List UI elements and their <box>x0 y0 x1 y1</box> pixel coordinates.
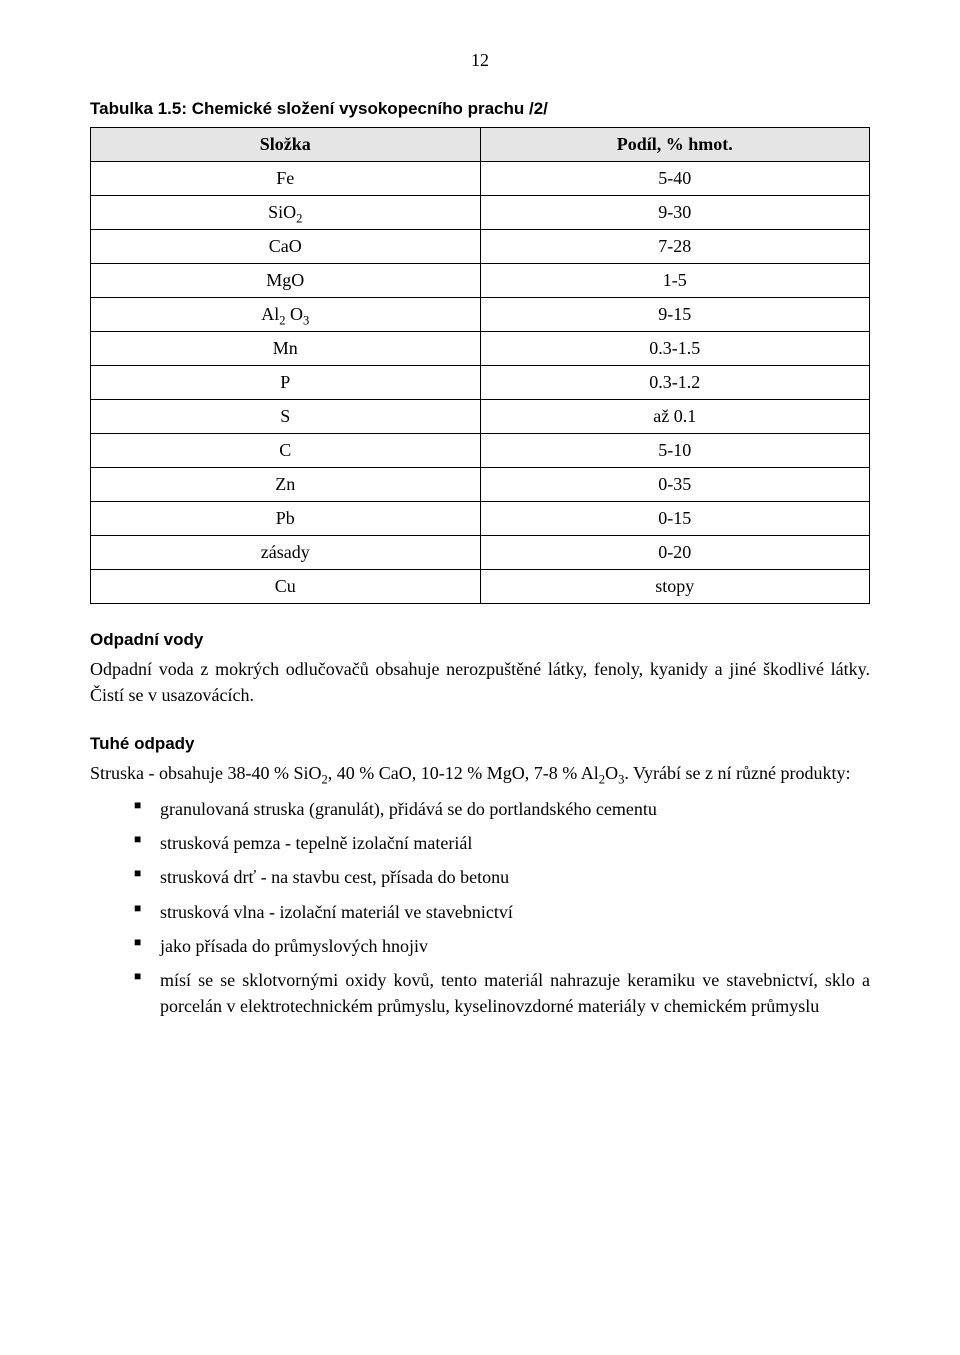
table-cell-value: 0-35 <box>480 468 870 502</box>
table-cell-value: 9-15 <box>480 298 870 332</box>
table-cell-component: S <box>91 400 481 434</box>
table-row: Al2 O39-15 <box>91 298 870 332</box>
table-cell-value: až 0.1 <box>480 400 870 434</box>
table-header-cell: Podíl, % hmot. <box>480 128 870 162</box>
table-cell-value: 5-40 <box>480 162 870 196</box>
table-cell-component: Zn <box>91 468 481 502</box>
table-cell-value: 7-28 <box>480 230 870 264</box>
table-cell-component: P <box>91 366 481 400</box>
table-row: C5-10 <box>91 434 870 468</box>
table-cell-component: MgO <box>91 264 481 298</box>
table-cell-component: Cu <box>91 570 481 604</box>
list-item: granulovaná struska (granulát), přidává … <box>134 796 870 822</box>
table-row: MgO1-5 <box>91 264 870 298</box>
table-cell-component: Al2 O3 <box>91 298 481 332</box>
list-item: jako přísada do průmyslových hnojiv <box>134 933 870 959</box>
table-cell-value: 1-5 <box>480 264 870 298</box>
table-cell-value: 0-20 <box>480 536 870 570</box>
table-row: Zn0-35 <box>91 468 870 502</box>
table-row: SiO29-30 <box>91 196 870 230</box>
table-cell-value: 0.3-1.5 <box>480 332 870 366</box>
table-cell-component: Fe <box>91 162 481 196</box>
table-cell-component: C <box>91 434 481 468</box>
table-cell-component: SiO2 <box>91 196 481 230</box>
table-row: CaO7-28 <box>91 230 870 264</box>
table-row: Fe5-40 <box>91 162 870 196</box>
document-page: 12 Tabulka 1.5: Chemické složení vysokop… <box>0 0 960 1077</box>
table-cell-value: 5-10 <box>480 434 870 468</box>
table-cell-component: CaO <box>91 230 481 264</box>
list-item: strusková drť - na stavbu cest, přísada … <box>134 864 870 890</box>
table-header-cell: Složka <box>91 128 481 162</box>
table-cell-component: Pb <box>91 502 481 536</box>
table-cell-component: zásady <box>91 536 481 570</box>
list-item: mísí se se sklotvornými oxidy kovů, tent… <box>134 967 870 1019</box>
table-row: Mn0.3-1.5 <box>91 332 870 366</box>
table-header-row: Složka Podíl, % hmot. <box>91 128 870 162</box>
table-cell-component: Mn <box>91 332 481 366</box>
composition-table: Složka Podíl, % hmot. Fe5-40SiO29-30CaO7… <box>90 127 870 604</box>
table-row: zásady0-20 <box>91 536 870 570</box>
table-cell-value: 9-30 <box>480 196 870 230</box>
list-item: strusková vlna - izolační materiál ve st… <box>134 899 870 925</box>
table-cell-value: stopy <box>480 570 870 604</box>
table-row: Custopy <box>91 570 870 604</box>
bullets-list: granulovaná struska (granulát), přidává … <box>90 796 870 1019</box>
section-heading-solid-waste: Tuhé odpady <box>90 734 870 754</box>
table-row: Pb0-15 <box>91 502 870 536</box>
table-title: Tabulka 1.5: Chemické složení vysokopecn… <box>90 99 870 119</box>
table-cell-value: 0.3-1.2 <box>480 366 870 400</box>
page-number: 12 <box>90 50 870 71</box>
list-item: strusková pemza - tepelně izolační mater… <box>134 830 870 856</box>
section-intro-solid-waste: Struska - obsahuje 38-40 % SiO2, 40 % Ca… <box>90 760 870 786</box>
table-row: Saž 0.1 <box>91 400 870 434</box>
table-cell-value: 0-15 <box>480 502 870 536</box>
table-row: P0.3-1.2 <box>91 366 870 400</box>
section-heading-wastewater: Odpadní vody <box>90 630 870 650</box>
section-body-wastewater: Odpadní voda z mokrých odlučovačů obsahu… <box>90 656 870 708</box>
